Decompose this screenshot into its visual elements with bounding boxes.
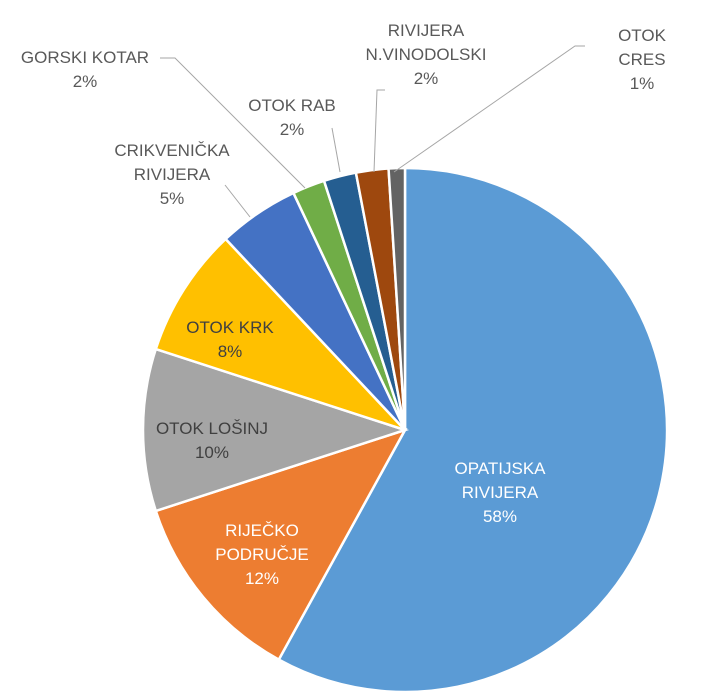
category-label: RIJEČKO PODRUČJE: [215, 521, 309, 564]
data-label: OTOK LOŠINJ 10%: [156, 417, 268, 465]
data-label: OTOK RAB 2%: [248, 94, 336, 142]
pie-slice: [387, 166, 407, 431]
data-label: RIJEČKO PODRUČJE 12%: [215, 519, 309, 591]
value-label: 10%: [194, 443, 230, 462]
value-label: 1%: [629, 74, 655, 93]
category-label: OPATIJSKA RIVIJERA: [454, 459, 546, 502]
data-label: OPATIJSKA RIVIJERA 58%: [454, 457, 545, 529]
value-label: 12%: [244, 569, 280, 588]
leader-line: [160, 57, 306, 189]
leader-line: [331, 127, 341, 173]
value-label: 5%: [159, 189, 185, 208]
data-label: OTOK CRES 1%: [610, 24, 674, 96]
pie-slice: [277, 166, 669, 691]
value-label: 2%: [413, 69, 439, 88]
leader-line: [393, 45, 585, 173]
category-label: OTOK LOŠINJ: [155, 419, 269, 438]
category-label: OTOK KRK: [186, 318, 274, 337]
data-label: GORSKI KOTAR 2%: [21, 46, 149, 94]
pie-slice: [141, 347, 410, 513]
category-label: CRIKVENIČKA RIVIJERA: [114, 141, 230, 184]
category-label: OTOK CRES: [618, 26, 666, 69]
leader-line: [373, 89, 385, 173]
category-label: GORSKI KOTAR: [20, 48, 150, 67]
pie-slice: [154, 427, 408, 662]
value-label: 8%: [217, 342, 243, 361]
value-label: 58%: [482, 507, 518, 526]
value-label: 2%: [279, 120, 305, 139]
data-label: OTOK KRK 8%: [186, 316, 274, 364]
category-label: OTOK RAB: [248, 96, 336, 115]
leader-line: [224, 184, 251, 218]
data-label: RIVIJERA N.VINODOLSKI 2%: [366, 19, 487, 91]
value-label: 2%: [72, 72, 98, 91]
category-label: RIVIJERA N.VINODOLSKI: [365, 21, 487, 64]
pie-slice: [154, 237, 406, 432]
data-label: CRIKVENIČKA RIVIJERA 5%: [114, 139, 229, 211]
